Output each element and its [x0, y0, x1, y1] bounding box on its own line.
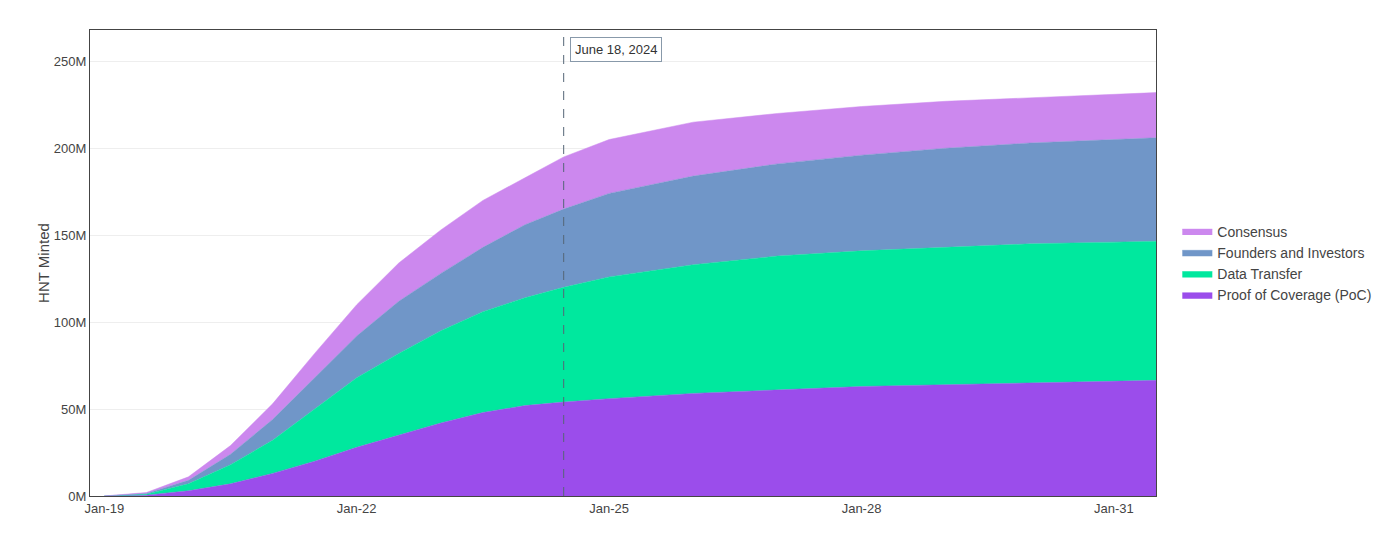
svg-text:250M: 250M: [54, 54, 87, 69]
svg-text:HNT Minted: HNT Minted: [35, 223, 52, 303]
svg-text:Jan-22: Jan-22: [337, 501, 377, 516]
svg-text:Proof of Coverage (PoC): Proof of Coverage (PoC): [1217, 287, 1371, 303]
svg-text:Jan-19: Jan-19: [84, 501, 124, 516]
svg-text:50M: 50M: [61, 402, 86, 417]
svg-text:Data Transfer: Data Transfer: [1217, 266, 1302, 282]
svg-text:Jan-31: Jan-31: [1094, 501, 1134, 516]
svg-text:June 18, 2024: June 18, 2024: [575, 42, 657, 57]
svg-text:Consensus: Consensus: [1217, 224, 1287, 240]
svg-text:Founders and Investors: Founders and Investors: [1217, 245, 1364, 261]
svg-text:100M: 100M: [54, 315, 87, 330]
svg-text:Jan-28: Jan-28: [842, 501, 882, 516]
svg-text:Jan-25: Jan-25: [589, 501, 629, 516]
svg-text:200M: 200M: [54, 141, 87, 156]
svg-text:150M: 150M: [54, 228, 87, 243]
svg-text:0M: 0M: [68, 489, 86, 504]
